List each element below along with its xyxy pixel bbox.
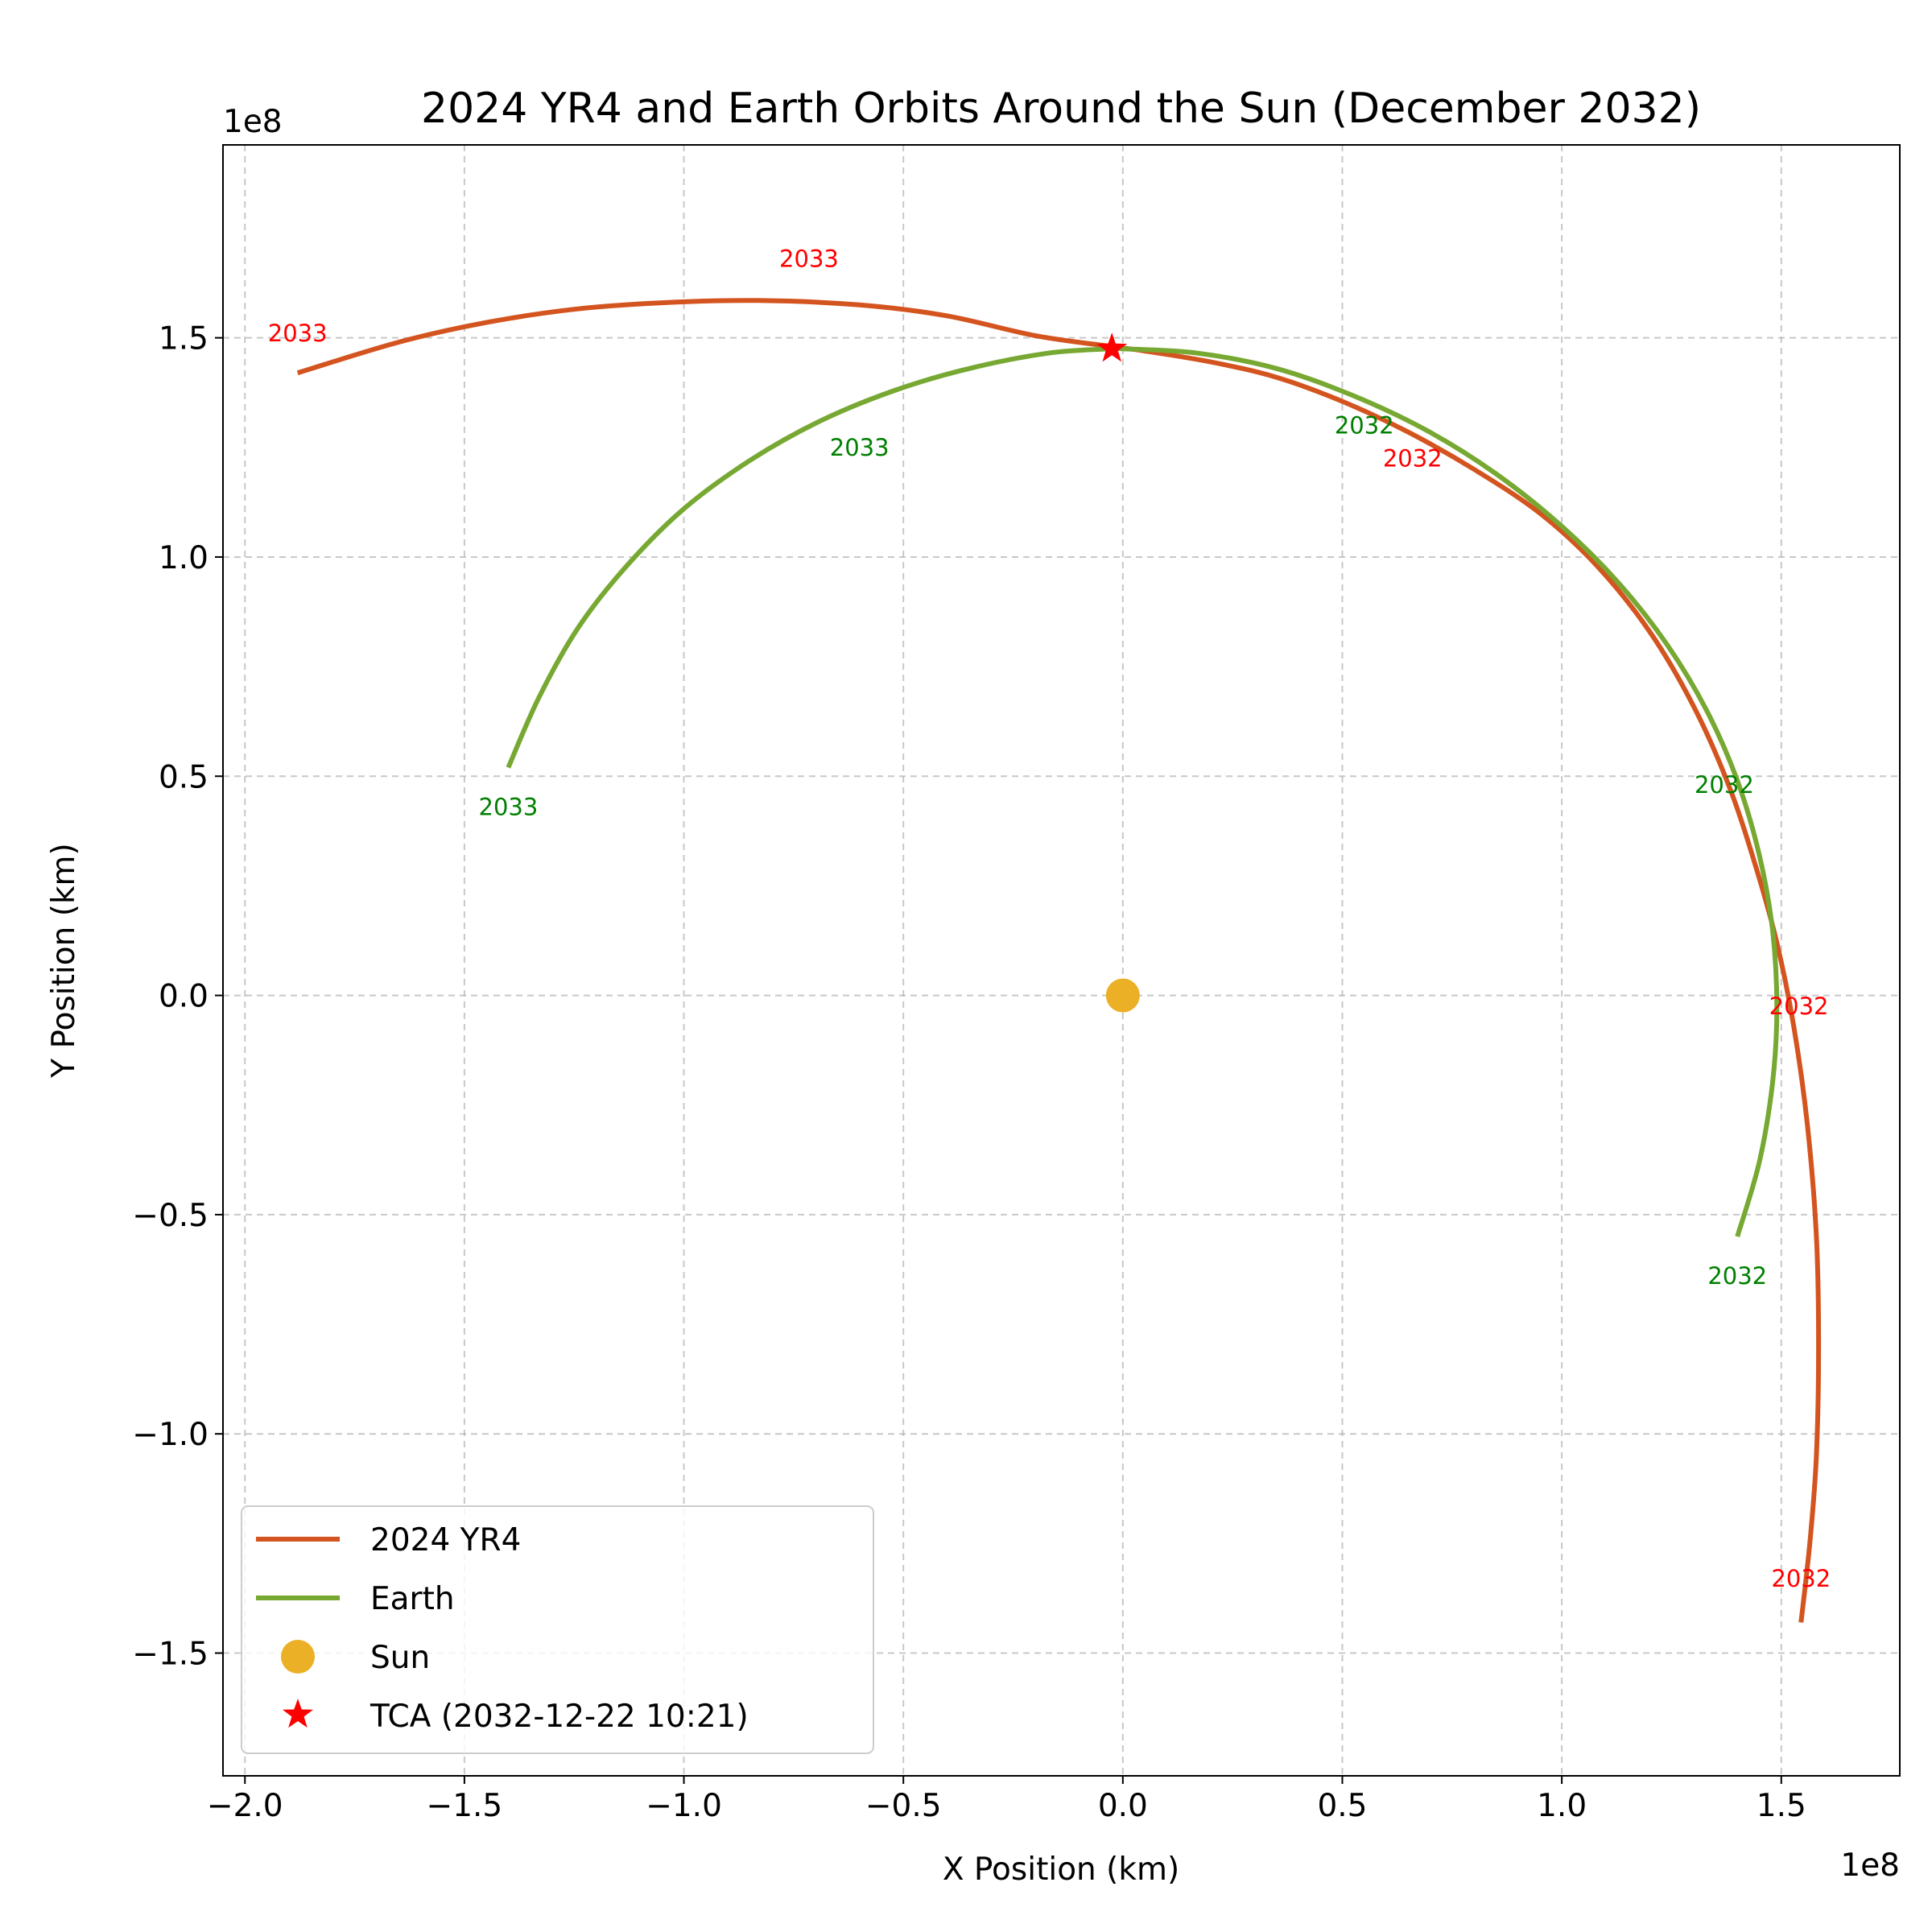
- y-tick-label: 1.5: [159, 321, 208, 357]
- x-tick-label: −2.0: [207, 1788, 283, 1824]
- y-axis-label: Y Position (km): [46, 843, 82, 1078]
- year-annotation: 2032: [1335, 412, 1394, 440]
- markers: [1096, 332, 1140, 1013]
- earth-orbit-line: [506, 345, 1780, 1237]
- year-annotation: 2032: [1695, 771, 1754, 799]
- y-tick-label: 0.5: [159, 759, 208, 795]
- y-tick-label: 1.0: [159, 540, 208, 576]
- legend-swatch-sun: [281, 1640, 315, 1674]
- year-annotation: 2033: [268, 320, 328, 347]
- x-tick-label: −1.0: [646, 1788, 722, 1824]
- y-tick-label: −1.5: [132, 1637, 208, 1673]
- tca-star-marker: [1096, 332, 1128, 362]
- x-tick-label: 0.0: [1098, 1788, 1148, 1824]
- year-annotation: 2033: [479, 793, 539, 820]
- series-lines: [296, 298, 1822, 1623]
- y-tick-label: −0.5: [132, 1198, 208, 1234]
- legend-label-tca: TCA (2032-12-22 10:21): [369, 1699, 749, 1735]
- year-annotation: 2032: [1771, 1565, 1831, 1592]
- x-tick-label: 1.0: [1537, 1788, 1587, 1824]
- x-tick-label: −0.5: [865, 1788, 942, 1824]
- legend-label-earth: Earth: [370, 1581, 455, 1617]
- x-axis-ticks: −2.0 −1.5 −1.0 −0.5 0.0 0.5 1.0 1.5: [207, 1776, 1806, 1824]
- y-tick-label: 0.0: [159, 979, 208, 1015]
- legend-swatch-tca: [283, 1699, 313, 1728]
- x-tick-label: 1.5: [1757, 1788, 1806, 1824]
- y-axis-ticks: −1.5 −1.0 −0.5 0.0 0.5 1.0 1.5: [132, 321, 223, 1673]
- year-annotation: 2032: [1769, 993, 1829, 1020]
- x-offset-label: 1e8: [1840, 1847, 1900, 1884]
- legend: 2024 YR4 Earth Sun TCA (2032-12-22 10:21…: [241, 1505, 874, 1754]
- yr4-orbit-line: [296, 298, 1822, 1623]
- year-annotation: 2033: [779, 246, 839, 273]
- x-tick-label: −1.5: [427, 1788, 503, 1824]
- year-annotation: 2033: [830, 434, 890, 461]
- y-tick-label: −1.0: [132, 1417, 208, 1453]
- x-axis-label: X Position (km): [943, 1852, 1179, 1888]
- year-annotations: 2032 2032 2032 2033 2033 2032 2032 2032 2033 2033: [268, 246, 1831, 1592]
- year-annotation: 2032: [1383, 444, 1443, 472]
- chart-title: 2024 YR4 and Earth Orbits Around the Sun…: [421, 85, 1701, 133]
- x-tick-label: 0.5: [1317, 1788, 1367, 1824]
- legend-label-yr4: 2024 YR4: [370, 1522, 521, 1558]
- y-offset-label: 1e8: [223, 104, 283, 140]
- sun-marker: [1105, 978, 1140, 1013]
- legend-box: [241, 1505, 874, 1754]
- grid-lines: [223, 145, 1900, 1776]
- year-annotation: 2032: [1707, 1262, 1767, 1290]
- legend-label-sun: Sun: [370, 1640, 430, 1676]
- plot-frame: [222, 144, 1901, 1777]
